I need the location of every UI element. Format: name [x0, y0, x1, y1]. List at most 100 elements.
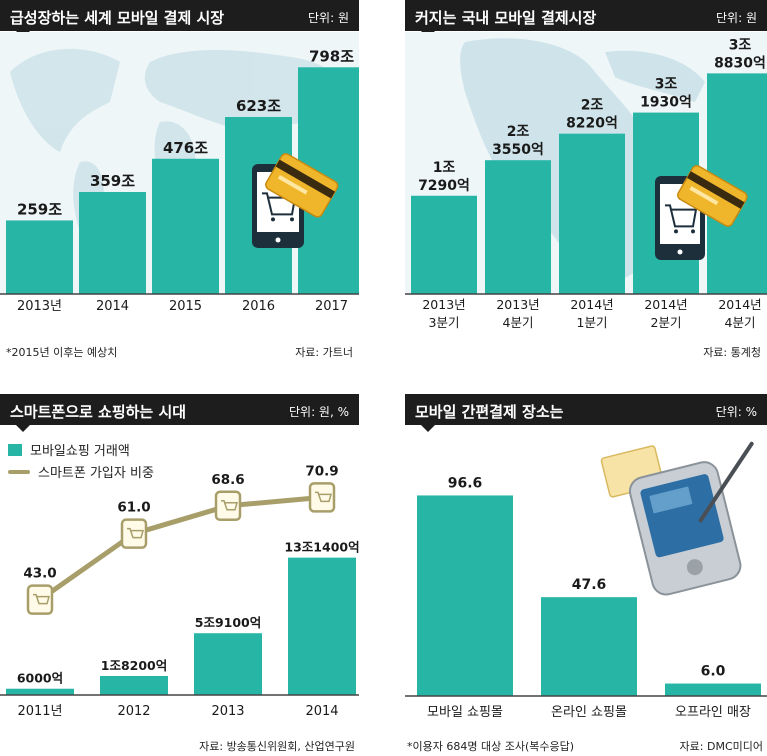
series-line — [38, 494, 323, 602]
pda-button — [686, 559, 703, 576]
source-note: 자료: DMC미디어 — [679, 740, 763, 753]
x-tick-label: 2015 — [169, 299, 202, 314]
panel-title: 스마트폰으로 쇼핑하는 시대 — [10, 403, 187, 421]
line-point-marker — [26, 584, 54, 615]
bar-value-label: 7290억 — [418, 178, 470, 194]
x-tick-label: 4분기 — [503, 315, 534, 330]
panel-title: 커지는 국내 모바일 결제시장 — [415, 9, 597, 27]
x-tick-label: 1분기 — [577, 315, 608, 330]
continent-eurasia — [144, 50, 343, 132]
x-tick-label: 2014 — [305, 704, 338, 719]
x-tick-label: 2014 — [96, 299, 129, 314]
bar-value-label: 96.6 — [448, 475, 483, 491]
unit-label: 단위: 원 — [716, 11, 757, 25]
legend-label: 스마트폰 가입자 비중 — [38, 466, 154, 481]
marker-cart — [33, 593, 50, 605]
card-signature — [277, 175, 308, 195]
bar-value-label: 6.0 — [701, 664, 726, 680]
bar-value-label: 2조 — [507, 124, 530, 140]
bar-value-label: 3550억 — [492, 142, 544, 158]
panel-smartphone-shopping: 스마트폰으로 쇼핑하는 시대 단위: 원, % 모바일쇼핑 거래액 스마트폰 가… — [0, 394, 359, 756]
line-point-marker — [308, 482, 336, 513]
x-tick-label: 3분기 — [429, 315, 460, 330]
cart-wheel — [674, 229, 678, 234]
x-tick-label: 2012 — [117, 704, 150, 719]
panel-domestic-mobile-payment: 커지는 국내 모바일 결제시장 단위: 원 1조 7290억 2013년 3분기 2조 3… — [405, 0, 767, 362]
bar-value-label: 8220억 — [566, 116, 618, 132]
bar-value-label: 623조 — [236, 97, 281, 115]
footnote: *이용자 684명 대상 조사(복수응답) — [407, 740, 575, 753]
x-tick-label: 2014년 — [644, 297, 687, 312]
bar — [417, 495, 513, 696]
unit-label: 단위: % — [715, 405, 757, 419]
card-stripe — [275, 159, 336, 199]
card-stripe — [687, 171, 745, 209]
credit-card-icon — [265, 153, 339, 218]
x-tick-label: 2014년 — [718, 297, 761, 312]
bar-value-label: 359조 — [90, 172, 135, 190]
bar — [411, 195, 477, 294]
panel-header: 급성장하는 세계 모바일 결제 시장 단위: 원 — [0, 0, 359, 31]
bar-value-label: 5조9100억 — [195, 615, 262, 630]
bar-value-label: 2조 — [581, 98, 604, 114]
x-tick-label: 2013년 — [496, 297, 539, 312]
card-signature — [689, 186, 719, 206]
continent-americas-north — [10, 48, 120, 152]
chart-domestic-payment: 1조 7290억 2013년 3분기 2조 3550억 2013년 4분기 2조 8220억 201… — [405, 32, 767, 330]
bar-value-label: 1조 — [433, 160, 456, 176]
marker-cart — [127, 527, 144, 539]
cart-wheel — [290, 217, 294, 222]
footnote: *2015년 이후는 예상치 — [6, 346, 118, 359]
x-tick-label: 2017 — [315, 299, 348, 314]
marker-phone — [214, 490, 242, 522]
chart-world-payment: 259조 2013년 359조 2014 476조 2015 623조 2016 798조 201… — [0, 32, 359, 314]
bar-value-label: 3조 — [655, 77, 678, 93]
legend-swatch-line — [8, 469, 30, 474]
bar-value-label: 1조8200억 — [101, 658, 168, 673]
x-tick-label: 온라인 쇼핑몰 — [551, 705, 627, 720]
source-note: 자료: 가트너 — [295, 346, 353, 359]
bar-value-label: 259조 — [17, 200, 62, 218]
panel-header: 스마트폰으로 쇼핑하는 시대 단위: 원, % — [0, 394, 359, 425]
bar-value-label: 8830억 — [714, 55, 766, 71]
panel-title: 모바일 간편결제 장소는 — [415, 403, 564, 421]
bar — [194, 633, 262, 695]
header-notch — [16, 425, 30, 432]
x-tick-label: 2013년 — [17, 299, 62, 314]
legend-label: 모바일쇼핑 거래액 — [30, 444, 130, 459]
line-value-label: 68.6 — [211, 472, 244, 488]
x-tick-label: 2013년 — [422, 297, 465, 312]
bar-value-label: 476조 — [163, 139, 208, 157]
panel-header: 커지는 국내 모바일 결제시장 단위: 원 — [405, 0, 767, 31]
phone-home-button — [677, 249, 683, 255]
bar — [541, 597, 637, 696]
bar — [6, 220, 73, 294]
x-tick-label: 오프라인 매장 — [675, 705, 751, 720]
panel-easy-payment-places: 모바일 간편결제 장소는 단위: % 96.6 모바일 쇼핑몰 47.6 온라인 쇼핑… — [405, 394, 767, 756]
korea-region — [605, 50, 705, 102]
cart-outline — [665, 204, 698, 228]
bar-value-label: 6000억 — [17, 671, 63, 686]
bar — [6, 688, 74, 695]
x-tick-label: 2014년 — [570, 297, 613, 312]
bar — [152, 158, 219, 294]
unit-label: 단위: 원, % — [288, 405, 349, 419]
x-tick-label: 2011년 — [17, 704, 62, 719]
legend-item-line: 스마트폰 가입자 비중 — [8, 462, 154, 481]
marker-cart — [221, 500, 238, 511]
line-value-label: 43.0 — [23, 566, 56, 582]
x-tick-label: 2016 — [242, 299, 275, 314]
credit-card-icon — [677, 165, 748, 227]
cart-wheel — [271, 217, 275, 222]
line-point-marker — [120, 518, 148, 549]
line-value-label: 61.0 — [117, 500, 150, 516]
panel-title: 급성장하는 세계 모바일 결제 시장 — [10, 9, 225, 27]
bar — [559, 133, 625, 294]
phone-home-button — [275, 237, 281, 243]
bar-value-label: 798조 — [309, 47, 354, 65]
header-notch — [421, 425, 435, 432]
line-value-label: 70.9 — [305, 463, 338, 479]
legend-item-bar: 모바일쇼핑 거래액 — [8, 440, 130, 459]
bar — [100, 675, 168, 695]
